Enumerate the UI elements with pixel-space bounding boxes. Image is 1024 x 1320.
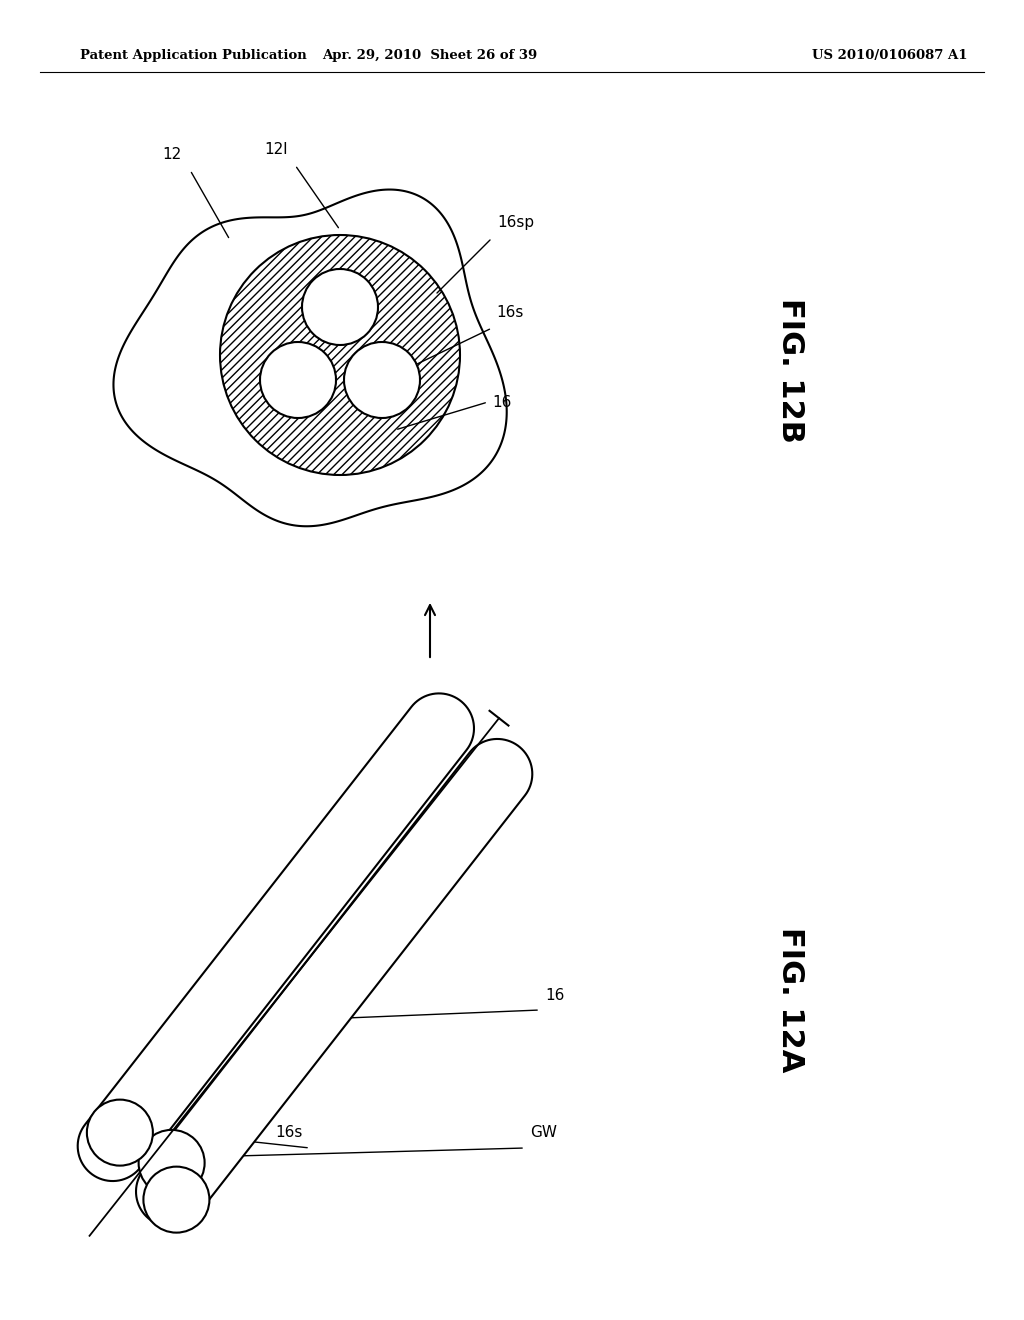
Circle shape <box>302 269 378 345</box>
Text: 16: 16 <box>492 395 511 411</box>
Circle shape <box>87 1100 153 1166</box>
Circle shape <box>220 235 460 475</box>
Circle shape <box>138 1130 205 1196</box>
Circle shape <box>260 342 336 418</box>
Polygon shape <box>114 190 507 527</box>
Text: 16s: 16s <box>275 1125 303 1140</box>
Circle shape <box>344 342 420 418</box>
Polygon shape <box>136 739 532 1226</box>
Circle shape <box>143 1167 210 1233</box>
Text: Patent Application Publication: Patent Application Publication <box>80 49 307 62</box>
Text: 12l: 12l <box>264 143 288 157</box>
Text: 12: 12 <box>163 147 182 162</box>
Text: GW: GW <box>530 1125 557 1140</box>
Text: FIG. 12A: FIG. 12A <box>775 928 805 1073</box>
Text: Apr. 29, 2010  Sheet 26 of 39: Apr. 29, 2010 Sheet 26 of 39 <box>323 49 538 62</box>
Text: US 2010/0106087 A1: US 2010/0106087 A1 <box>812 49 968 62</box>
Polygon shape <box>78 693 474 1181</box>
Text: 16s: 16s <box>496 305 523 319</box>
Text: 16sp: 16sp <box>497 215 535 230</box>
Text: 16mb: 16mb <box>164 1043 208 1059</box>
Text: 16: 16 <box>545 987 564 1003</box>
Text: FIG. 12B: FIG. 12B <box>775 297 805 442</box>
